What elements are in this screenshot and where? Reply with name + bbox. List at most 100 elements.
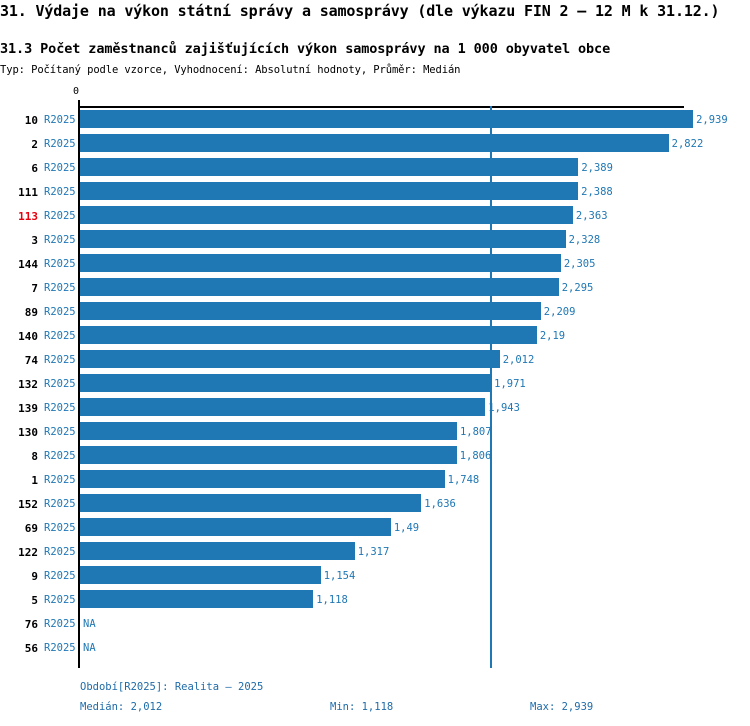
bar-row-id: 132 <box>18 378 38 391</box>
bar-row[interactable]: 10 R2025 2,939 <box>0 108 750 132</box>
bar-row-id: 139 <box>18 402 38 415</box>
bar-row-id: 144 <box>18 258 38 271</box>
bar-row-period: R2025 <box>44 210 76 222</box>
bar[interactable] <box>80 470 445 488</box>
bar-row-id: 130 <box>18 426 38 439</box>
bar-value-label: 1,118 <box>316 594 348 606</box>
bar-row-period: R2025 <box>44 474 76 486</box>
bar[interactable] <box>80 542 355 560</box>
bar-value-label: 1,636 <box>424 498 456 510</box>
bar-row[interactable]: 5 R2025 1,118 <box>0 588 750 612</box>
bar-row[interactable]: 74 R2025 2,012 <box>0 348 750 372</box>
bar-value-label: 2,209 <box>543 306 576 318</box>
page-title: 31. Výdaje na výkon státní správy a samo… <box>0 2 720 20</box>
bar[interactable] <box>80 278 559 296</box>
footer-max-stat: Max: 2,939 <box>530 701 594 713</box>
bar-row[interactable]: 7 R2025 2,295 <box>0 276 750 300</box>
bar[interactable] <box>80 302 541 320</box>
bar-row-period: R2025 <box>44 402 76 414</box>
bar-row[interactable]: 89 R2025 2,209 <box>0 300 750 324</box>
bar-row[interactable]: 130 R2025 1,807 <box>0 420 750 444</box>
bar-row-period: R2025 <box>44 330 76 342</box>
bar-row[interactable]: 8 R2025 1,806 <box>0 444 750 468</box>
bar-row[interactable]: 144 R2025 2,305 <box>0 252 750 276</box>
bar-row-period: R2025 <box>44 258 76 270</box>
bar-row-period: R2025 <box>44 354 76 366</box>
bar[interactable] <box>80 326 537 344</box>
bar-chart-plot-area: 0 10 R2025 2,939 2 R2025 2,822 6 R2025 2,389 111 R… <box>0 86 750 676</box>
bar[interactable] <box>80 566 321 584</box>
plot-top-rule <box>78 106 684 108</box>
bar-row[interactable]: 2 R2025 2,822 <box>0 132 750 156</box>
bar[interactable] <box>80 110 694 128</box>
bar[interactable] <box>80 518 391 536</box>
bar-value-label: 1,807 <box>459 426 492 438</box>
footer-median-stat: Medián: 2,012 <box>80 701 163 713</box>
bar-row-id: 69 <box>24 522 38 535</box>
bar-row-id: 56 <box>24 642 38 655</box>
bar-row[interactable]: 76 R2025 NA <box>0 612 750 636</box>
bar-row[interactable]: 122 R2025 1,317 <box>0 540 750 564</box>
bar-value-label: 2,012 <box>502 354 535 366</box>
bar[interactable] <box>80 494 422 512</box>
bar[interactable] <box>80 158 579 176</box>
bar[interactable] <box>80 206 573 224</box>
bar-row-period: R2025 <box>44 570 76 582</box>
bar-row[interactable]: 9 R2025 1,154 <box>0 564 750 588</box>
bar-row-id: 3 <box>31 234 38 247</box>
bar-row-period: R2025 <box>44 114 76 126</box>
bar-row-period: R2025 <box>44 594 76 606</box>
bar-row[interactable]: 1 R2025 1,748 <box>0 468 750 492</box>
bar-row-id: 7 <box>31 282 38 295</box>
bar-row-id: 2 <box>31 138 38 151</box>
bar-row-id: 76 <box>24 618 38 631</box>
bar-value-label: 2,822 <box>671 138 704 150</box>
bar[interactable] <box>80 590 314 608</box>
bar-row-id: 140 <box>18 330 38 343</box>
axis-tick-label-zero: 0 <box>73 86 80 97</box>
chart-footer: Období[R2025]: Realita – 2025 Medián: 2,… <box>0 676 750 726</box>
bar-value-label: 2,363 <box>575 210 608 222</box>
bar[interactable] <box>80 398 486 416</box>
bar-value-label: NA <box>83 618 96 630</box>
bar-row-period: R2025 <box>44 186 76 198</box>
footer-min-stat: Min: 1,118 <box>330 701 394 713</box>
bar-row-id: 6 <box>31 162 38 175</box>
bar-row-id: 8 <box>31 450 38 463</box>
bar-row[interactable]: 132 R2025 1,971 <box>0 372 750 396</box>
bar-row-period: R2025 <box>44 450 76 462</box>
bar-row[interactable]: 6 R2025 2,389 <box>0 156 750 180</box>
bar-value-label: 2,295 <box>561 282 594 294</box>
bar-row[interactable]: 140 R2025 2,19 <box>0 324 750 348</box>
bar-value-label: 2,939 <box>696 114 728 126</box>
bar-row-id: 1 <box>31 474 38 487</box>
bar[interactable] <box>80 230 566 248</box>
bar-row-period: R2025 <box>44 498 76 510</box>
bar[interactable] <box>80 134 669 152</box>
bar[interactable] <box>80 446 457 464</box>
bar-value-label: 1,317 <box>357 546 390 558</box>
bar-value-label: 2,389 <box>581 162 613 174</box>
bar[interactable] <box>80 374 492 392</box>
bar[interactable] <box>80 254 561 272</box>
bar-row-id: 122 <box>18 546 38 559</box>
bar-row-id: 9 <box>31 570 38 583</box>
bar-row-id: 113 <box>18 210 38 223</box>
bar-row-id: 89 <box>24 306 38 319</box>
bar-row[interactable]: 139 R2025 1,943 <box>0 396 750 420</box>
bar-value-label: 1,49 <box>393 522 420 534</box>
axis-tick-mark <box>78 100 80 106</box>
bar-row-id: 74 <box>24 354 38 367</box>
bar-row[interactable]: 69 R2025 1,49 <box>0 516 750 540</box>
bar-row[interactable]: 113 R2025 2,363 <box>0 204 750 228</box>
bar[interactable] <box>80 350 500 368</box>
bar-row[interactable]: 111 R2025 2,388 <box>0 180 750 204</box>
bar-value-label: 1,971 <box>494 378 526 390</box>
bar-row[interactable]: 152 R2025 1,636 <box>0 492 750 516</box>
bar[interactable] <box>80 422 457 440</box>
bar-row-period: R2025 <box>44 234 76 246</box>
bar[interactable] <box>80 182 579 200</box>
bar-row[interactable]: 3 R2025 2,328 <box>0 228 750 252</box>
bar-row[interactable]: 56 R2025 NA <box>0 636 750 660</box>
bar-value-label: 1,806 <box>459 450 492 462</box>
